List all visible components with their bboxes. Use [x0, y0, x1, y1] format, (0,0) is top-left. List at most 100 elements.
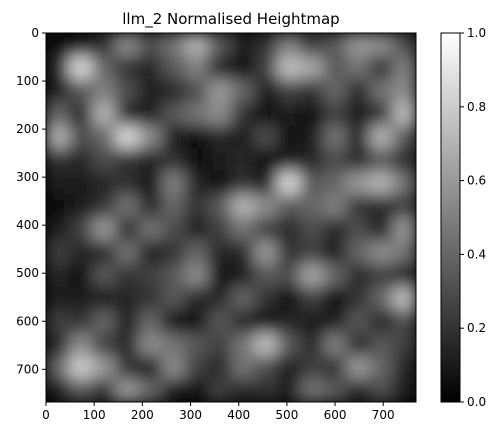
heatmap-cell	[69, 102, 93, 126]
heatmap-cell	[346, 102, 371, 126]
heatmap-cell	[323, 263, 348, 288]
heatmap-cell	[115, 33, 139, 57]
heatmap-cell	[184, 355, 209, 380]
heatmap-cell	[46, 217, 70, 242]
heatmap-cell	[69, 148, 93, 172]
heatmap-cell	[346, 171, 371, 195]
heatmap-cell	[277, 332, 301, 357]
heatmap-cell	[323, 194, 348, 218]
heatmap-cell	[300, 309, 324, 334]
heatmap-cell	[346, 263, 371, 288]
x-tick-label: 200	[131, 408, 154, 422]
colorbar-tick-label: 0.8	[467, 100, 486, 114]
heatmap-cell	[115, 171, 139, 195]
heatmap-cell	[369, 332, 394, 357]
heatmap-cell	[92, 125, 116, 149]
heatmap-cell	[300, 263, 324, 288]
heatmap-cell	[231, 286, 255, 311]
heatmap-cell	[138, 378, 163, 402]
x-tick-label: 600	[324, 408, 347, 422]
x-tick-label: 0	[42, 408, 50, 422]
heatmap-cell	[161, 125, 186, 149]
heatmap-cell	[277, 33, 301, 57]
heatmap-cell	[92, 309, 116, 334]
heatmap-cell	[207, 56, 232, 80]
heatmap-cell	[254, 355, 278, 380]
heatmap-cell	[46, 263, 70, 288]
heatmap-cell	[184, 263, 209, 288]
heatmap-cell	[369, 148, 394, 172]
heatmap-cell	[254, 309, 278, 334]
heatmap-cell	[300, 240, 324, 265]
heatmap-cell	[392, 355, 416, 380]
heatmap-cell	[346, 217, 371, 242]
heatmap-cell	[300, 56, 324, 80]
y-tick-label: 700	[16, 362, 39, 376]
y-tick-label: 100	[16, 74, 39, 88]
heatmap-cell	[300, 79, 324, 103]
heatmap-cell	[392, 33, 416, 57]
heatmap-cell	[46, 79, 70, 103]
heatmap-cell	[161, 102, 186, 126]
heatmap-cell	[46, 378, 70, 402]
heatmap-cell	[46, 171, 70, 195]
heatmap-cell	[323, 240, 348, 265]
heatmap-cell	[369, 79, 394, 103]
y-tick-label: 0	[31, 26, 39, 40]
heatmap-cell	[138, 56, 163, 80]
heatmap-cell	[207, 148, 232, 172]
heatmap-cell	[323, 148, 348, 172]
heatmap-cell	[231, 194, 255, 218]
heatmap-cell	[184, 148, 209, 172]
heatmap-cell	[346, 378, 371, 402]
x-tick-label: 500	[275, 408, 298, 422]
heatmap-cell	[369, 125, 394, 149]
heatmap-cell	[184, 33, 209, 57]
heatmap-cell	[207, 171, 232, 195]
heatmap-cell	[138, 332, 163, 357]
heatmap-cell	[277, 79, 301, 103]
heatmap-cell	[207, 33, 232, 57]
heatmap-cell	[46, 194, 70, 218]
heatmap-cell	[207, 332, 232, 357]
heatmap-cell	[184, 378, 209, 402]
heatmap-cell	[115, 217, 139, 242]
colorbar	[440, 32, 461, 403]
heatmap-cell	[277, 309, 301, 334]
heatmap-cell	[254, 263, 278, 288]
heatmap-cell	[277, 286, 301, 311]
heatmap-cell	[161, 240, 186, 265]
heatmap-cell	[231, 332, 255, 357]
heatmap-cell	[46, 102, 70, 126]
heatmap-cell	[254, 125, 278, 149]
heatmap-cell	[300, 125, 324, 149]
heatmap-cell	[92, 217, 116, 242]
heatmap-cell	[300, 171, 324, 195]
heatmap-cell	[138, 125, 163, 149]
heatmap-cell	[346, 194, 371, 218]
heatmap-cell	[231, 378, 255, 402]
heatmap-cell	[392, 378, 416, 402]
heatmap-cell	[207, 79, 232, 103]
colorbar-axis: 0.0 0.2 0.4 0.6 0.8 1.0	[460, 26, 486, 409]
heatmap-cell	[392, 194, 416, 218]
heatmap-cell	[115, 194, 139, 218]
heatmap-cell	[138, 286, 163, 311]
heatmap-cell	[323, 171, 348, 195]
heatmap-cell	[254, 79, 278, 103]
heatmap-cell	[46, 240, 70, 265]
heatmap-cell	[231, 240, 255, 265]
heatmap-cell	[277, 240, 301, 265]
heatmap-cell	[300, 102, 324, 126]
heatmap-cell	[138, 33, 163, 57]
heatmap-cell	[392, 286, 416, 311]
y-tick-label: 500	[16, 266, 39, 280]
heatmap-cell	[346, 309, 371, 334]
heatmap-cell	[184, 286, 209, 311]
heatmap-cell	[369, 33, 394, 57]
heatmap-cell	[69, 355, 93, 380]
heatmap-cell	[184, 194, 209, 218]
heatmap-cell	[184, 79, 209, 103]
heatmap-cell	[46, 286, 70, 311]
heatmap-cell	[254, 240, 278, 265]
